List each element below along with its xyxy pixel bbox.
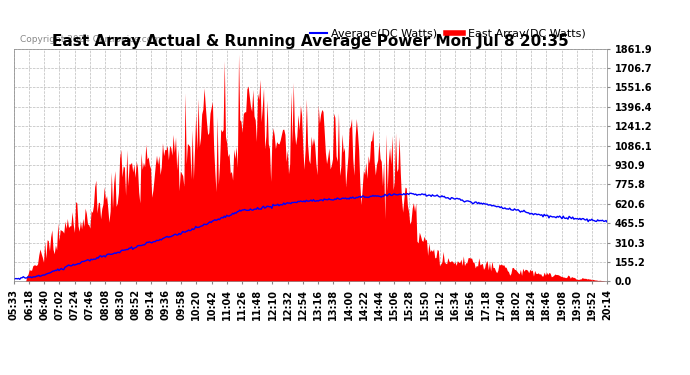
Title: East Array Actual & Running Average Power Mon Jul 8 20:35: East Array Actual & Running Average Powe… xyxy=(52,34,569,49)
Legend: Average(DC Watts), East Array(DC Watts): Average(DC Watts), East Array(DC Watts) xyxy=(306,24,590,43)
Text: Copyright 2024 Cartronics.com: Copyright 2024 Cartronics.com xyxy=(20,35,161,44)
